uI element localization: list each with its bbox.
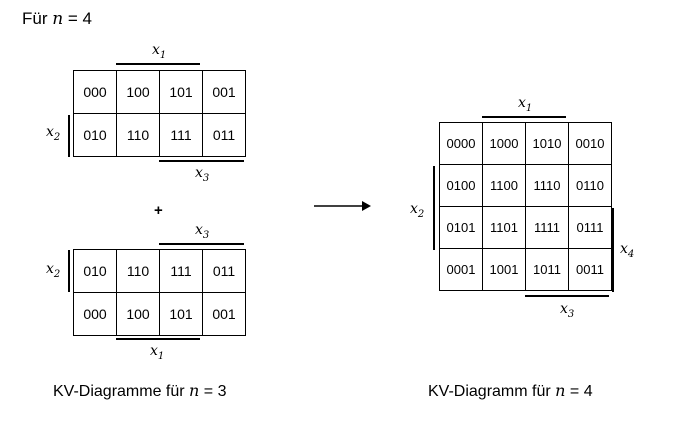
- map3-bottom-bar-x2: [68, 250, 70, 292]
- map3-top-label-x3: x3: [195, 165, 210, 184]
- map3-bottom-label-x1: x1: [150, 343, 165, 362]
- map-cell: 000: [73, 292, 117, 336]
- map4-label-x2: x2: [410, 201, 425, 220]
- map-cell: 011: [202, 249, 246, 293]
- page-heading: Für n = 4: [22, 9, 92, 29]
- map4-label-x3: x3: [560, 301, 575, 320]
- heading-prefix: Für: [22, 9, 53, 28]
- map-cell: 1111: [525, 206, 569, 249]
- heading-variable: n: [52, 9, 64, 29]
- heading-rest: = 4: [63, 9, 93, 28]
- map4-bar-x1: [482, 116, 566, 118]
- map3-top-bar-x3: [159, 160, 244, 162]
- map4-bar-x3: [525, 295, 609, 297]
- map3-bottom-label-x2: x2: [46, 261, 61, 280]
- map-cell: 001: [202, 292, 246, 336]
- map3-top-bar-x1: [116, 63, 200, 65]
- map-cell: 001: [202, 70, 246, 114]
- caption-left: KV-Diagramme für n = 3: [53, 381, 227, 400]
- map-row: 000 100 101 001: [73, 292, 246, 336]
- map-cell: 0000: [439, 122, 483, 165]
- map4-bar-x2: [433, 166, 435, 250]
- map-cell: 1100: [482, 164, 526, 207]
- map-cell: 000: [73, 70, 117, 114]
- map-row: 0001 1001 1011 0011: [439, 248, 612, 291]
- map-cell: 101: [159, 70, 203, 114]
- map-cell: 0100: [439, 164, 483, 207]
- map-cell: 111: [159, 249, 203, 293]
- map-row: 0100 1100 1110 0110: [439, 164, 612, 207]
- map-row: 000 100 101 001: [73, 70, 246, 114]
- caption-right: KV-Diagramm für n = 4: [428, 381, 593, 400]
- map4-label-x4: x4: [620, 241, 635, 260]
- plus-sign: +: [154, 202, 163, 219]
- map-row: 010 110 111 011: [73, 249, 246, 293]
- map-cell: 1001: [482, 248, 526, 291]
- map-cell: 1010: [525, 122, 569, 165]
- map3-bottom-bar-x3: [159, 243, 244, 245]
- map-cell: 111: [159, 113, 203, 157]
- map-cell: 0101: [439, 206, 483, 249]
- map-cell: 100: [116, 70, 160, 114]
- kv-map-n4: 0000 1000 1010 0010 0100 1100 1110 0110 …: [439, 122, 612, 291]
- map-cell: 110: [116, 113, 160, 157]
- map-cell: 1101: [482, 206, 526, 249]
- kv-map-n3-top: 000 100 101 001 010 110 111 011: [73, 70, 246, 157]
- map3-bottom-label-x3: x3: [195, 222, 210, 241]
- map-cell: 1000: [482, 122, 526, 165]
- map-cell: 0011: [568, 248, 612, 291]
- map3-top-label-x2: x2: [46, 124, 61, 143]
- map3-top-bar-x2: [68, 115, 70, 157]
- map-row: 0101 1101 1111 0111: [439, 206, 612, 249]
- map3-top-label-x1: x1: [152, 42, 167, 61]
- arrow-right-icon: [314, 201, 371, 211]
- map-cell: 1110: [525, 164, 569, 207]
- map-cell: 0010: [568, 122, 612, 165]
- map-cell: 1011: [525, 248, 569, 291]
- map-cell: 0001: [439, 248, 483, 291]
- map4-label-x1: x1: [518, 95, 533, 114]
- map-cell: 0111: [568, 206, 612, 249]
- map-cell: 010: [73, 113, 117, 157]
- map-cell: 100: [116, 292, 160, 336]
- map-cell: 101: [159, 292, 203, 336]
- map-row: 010 110 111 011: [73, 113, 246, 157]
- kv-map-n3-bottom: 010 110 111 011 000 100 101 001: [73, 249, 246, 336]
- map-row: 0000 1000 1010 0010: [439, 122, 612, 165]
- map-cell: 0110: [568, 164, 612, 207]
- map-cell: 010: [73, 249, 117, 293]
- map-cell: 011: [202, 113, 246, 157]
- map3-bottom-bar-x1: [116, 338, 200, 340]
- map4-bar-x4: [612, 208, 614, 292]
- map-cell: 110: [116, 249, 160, 293]
